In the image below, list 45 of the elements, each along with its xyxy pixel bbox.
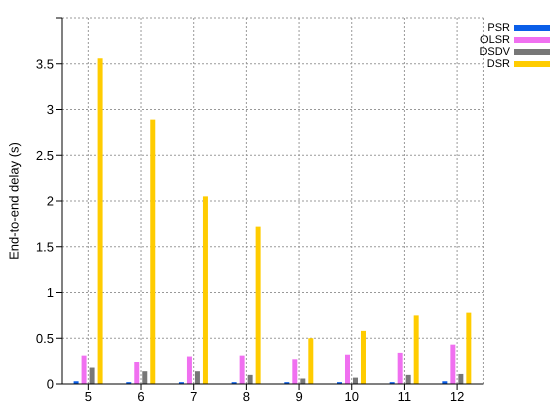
x-tick-label: 12 — [450, 389, 464, 404]
legend-label: OLSR — [480, 34, 510, 46]
bar — [352, 378, 358, 384]
legend-label: DSR — [486, 58, 510, 70]
bar — [240, 356, 245, 384]
bar — [466, 312, 472, 384]
y-tick-label: 1 — [46, 285, 54, 300]
bar — [142, 371, 148, 384]
bar — [82, 356, 87, 384]
bar — [150, 120, 156, 384]
x-tick-label: 6 — [137, 389, 145, 404]
bar — [398, 352, 403, 384]
bar — [360, 330, 366, 384]
bar — [450, 344, 456, 384]
y-tick-label: 2.5 — [36, 148, 54, 163]
x-tick-label: 7 — [190, 389, 198, 404]
y-tick-label: 0.5 — [36, 330, 54, 346]
x-tick-label: 8 — [242, 389, 250, 404]
x-tick-label: 5 — [84, 389, 92, 404]
bar — [300, 378, 306, 384]
y-tick-label: 2 — [46, 194, 54, 209]
bar — [202, 196, 208, 384]
bar — [414, 315, 419, 384]
y-axis-title: End-to-end delay (s) — [6, 142, 22, 260]
bar — [458, 374, 464, 384]
bar — [98, 58, 103, 384]
legend-label: PSR — [487, 22, 510, 34]
y-tick-label: 3 — [46, 102, 54, 118]
bar — [194, 371, 200, 384]
y-tick-label: 1.5 — [36, 239, 54, 254]
bar — [90, 368, 95, 384]
x-tick-label: 9 — [295, 389, 303, 404]
bar — [256, 226, 261, 384]
y-tick-label: 0 — [46, 376, 54, 392]
x-tick-label: 10 — [344, 389, 359, 404]
bar — [406, 374, 411, 384]
legend-label: DSDV — [479, 46, 510, 58]
bar — [248, 374, 253, 384]
bar — [308, 338, 314, 384]
bar — [344, 354, 350, 384]
bar — [292, 359, 298, 384]
x-tick-label: 11 — [398, 389, 412, 404]
y-tick-label: 3.5 — [36, 56, 54, 72]
bar — [186, 356, 192, 384]
bar — [134, 362, 140, 384]
